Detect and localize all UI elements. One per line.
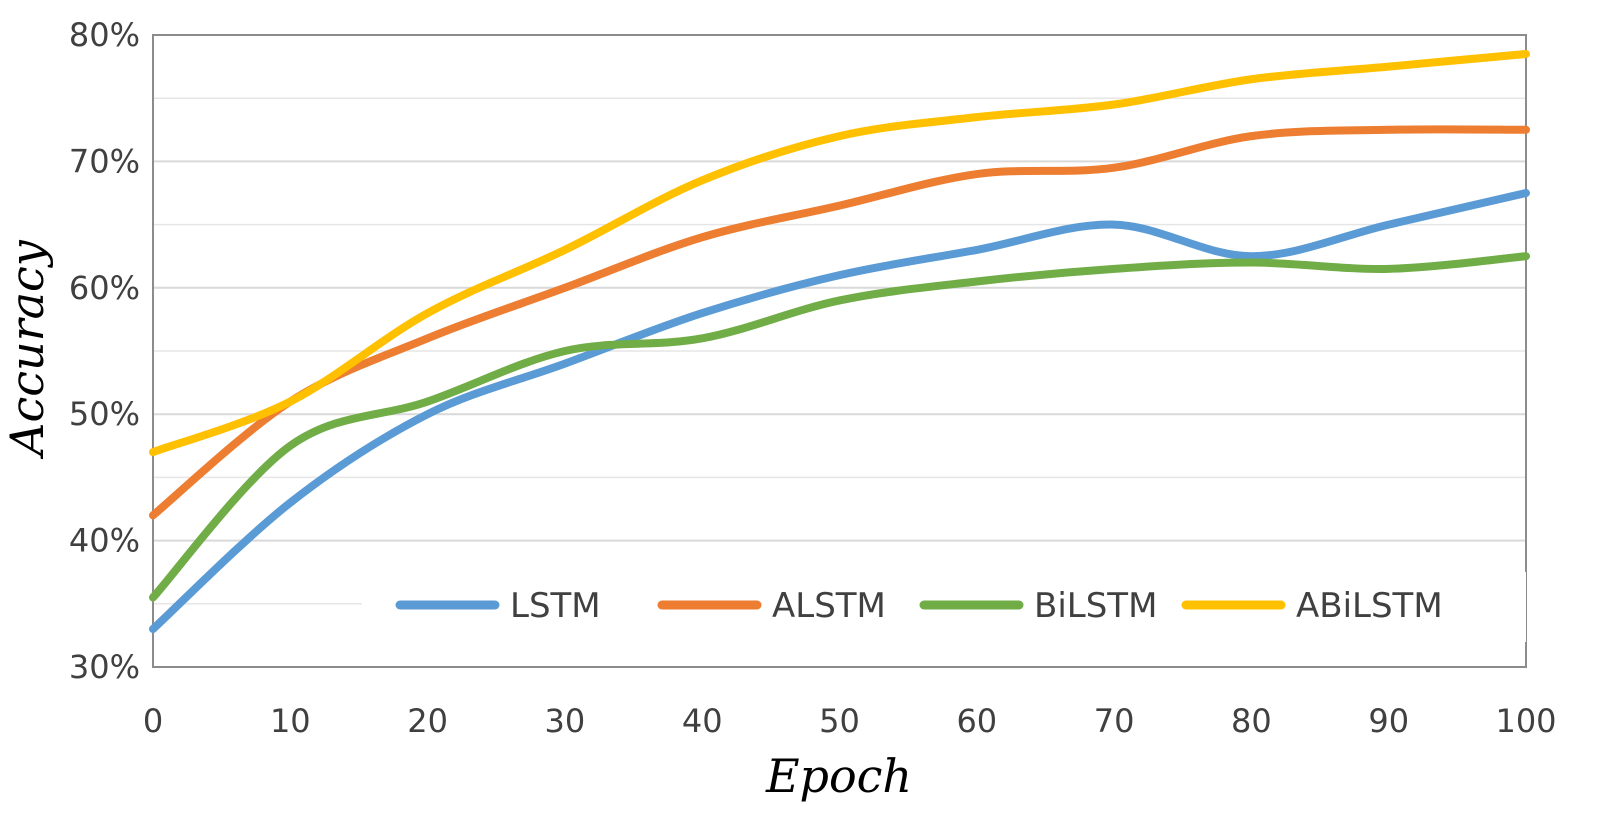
- y-tick-label: 50%: [69, 395, 140, 433]
- y-tick-label: 60%: [69, 269, 140, 307]
- x-tick-label: 0: [143, 702, 163, 740]
- series-line-abilstm: [149, 49, 1530, 457]
- legend: LSTM ALSTM BiLSTM ABiLSTM: [362, 572, 1526, 642]
- legend-label: LSTM: [510, 586, 601, 626]
- y-tick-label: 30%: [69, 648, 140, 686]
- x-tick-label: 10: [270, 702, 311, 740]
- legend-label: ALSTM: [772, 586, 886, 626]
- series-lines: [149, 49, 1530, 634]
- x-tick-label: 20: [407, 702, 448, 740]
- series-line-bilstm: [149, 252, 1530, 602]
- legend-label: ABiLSTM: [1296, 586, 1443, 626]
- gridlines: [153, 97, 1526, 605]
- y-tick-label: 40%: [69, 522, 140, 560]
- series-line-alstm: [149, 125, 1530, 520]
- x-tick-label: 70: [1094, 702, 1135, 740]
- y-axis-ticks: 30% 40% 50% 60% 70% 80%: [69, 16, 140, 686]
- x-axis-ticks: 0 10 20 30 40 50 60 70 80 90 100: [143, 702, 1557, 740]
- x-tick-label: 60: [956, 702, 997, 740]
- x-tick-label: 30: [545, 702, 586, 740]
- y-axis-title: Accuracy: [0, 239, 54, 460]
- plot-frame: [152, 34, 1527, 668]
- x-tick-label: 50: [819, 702, 860, 740]
- y-tick-label: 80%: [69, 16, 140, 54]
- x-tick-label: 80: [1231, 702, 1272, 740]
- x-axis-title: Epoch: [765, 749, 912, 803]
- y-tick-label: 70%: [69, 142, 140, 180]
- x-tick-label: 90: [1368, 702, 1409, 740]
- legend-label: BiLSTM: [1034, 586, 1157, 626]
- x-tick-label: 40: [682, 702, 723, 740]
- x-tick-label: 100: [1495, 702, 1556, 740]
- series-line-lstm: [149, 189, 1530, 634]
